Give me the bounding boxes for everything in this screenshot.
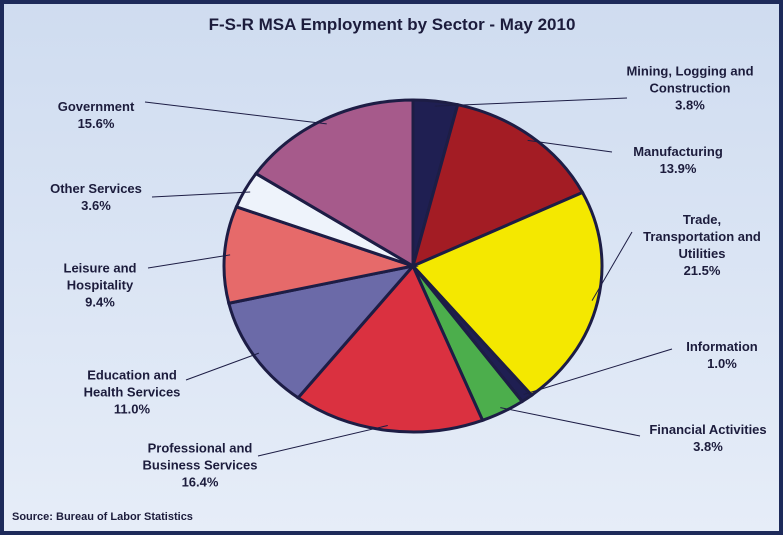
leader-line — [500, 407, 641, 437]
leader-line — [591, 231, 633, 301]
slice-label: Leisure and Hospitality 9.4% — [50, 260, 150, 311]
slice-label: Government 15.6% — [41, 98, 151, 132]
slice-label: Other Services 3.6% — [36, 180, 156, 214]
value-label: 1.0% — [707, 356, 737, 371]
category-label: Professional and Business Services — [142, 440, 258, 473]
category-label: Information — [686, 339, 758, 354]
category-label: Leisure and Hospitality — [63, 260, 137, 293]
category-label: Financial Activities — [649, 422, 767, 437]
value-label: 21.5% — [683, 263, 721, 278]
category-label: Other Services — [50, 181, 142, 196]
leader-line — [144, 101, 327, 125]
value-label: 15.6% — [77, 116, 115, 131]
value-label: 9.4% — [85, 294, 115, 310]
slice-label: Trade, Transportation and Utilities 21.5% — [636, 211, 768, 279]
chart-title: F-S-R MSA Employment by Sector - May 201… — [209, 15, 576, 34]
category-label: Education and Health Services — [83, 367, 181, 400]
slice-label: Education and Health Services 11.0% — [72, 367, 192, 418]
leader-line — [257, 424, 388, 457]
slice-label: Professional and Business Services 16.4% — [125, 440, 275, 491]
value-label: 16.4% — [181, 474, 219, 490]
pie-slice — [295, 263, 485, 434]
pie-slice — [410, 190, 604, 398]
leader-line — [151, 191, 251, 198]
pie-slice — [253, 98, 415, 269]
slice-label: Information 1.0% — [667, 338, 777, 372]
leader-line — [434, 97, 628, 107]
leader-line — [523, 348, 673, 395]
value-label: 3.8% — [693, 439, 723, 454]
slice-label: Mining, Logging and Construction 3.8% — [615, 63, 765, 114]
value-label: 13.9% — [659, 161, 697, 176]
category-label: Trade, Transportation and Utilities — [643, 212, 761, 261]
leader-line — [147, 254, 231, 269]
slice-label: Financial Activities 3.8% — [633, 421, 783, 455]
slice-label: Manufacturing 13.9% — [613, 143, 743, 177]
pie-slice — [226, 263, 418, 400]
category-label: Manufacturing — [633, 144, 723, 159]
value-label: 3.6% — [81, 198, 111, 213]
leader-line — [527, 139, 613, 153]
pie-slice — [410, 102, 585, 269]
leader-line — [185, 352, 260, 381]
source: Source: Bureau of Labor Statistics — [12, 511, 193, 523]
pie-slice — [222, 204, 419, 305]
category-label: Government — [57, 99, 135, 114]
value-label: 3.8% — [675, 97, 705, 113]
value-label: 11.0% — [113, 401, 151, 417]
category-label: Mining, Logging and Construction — [626, 63, 754, 96]
